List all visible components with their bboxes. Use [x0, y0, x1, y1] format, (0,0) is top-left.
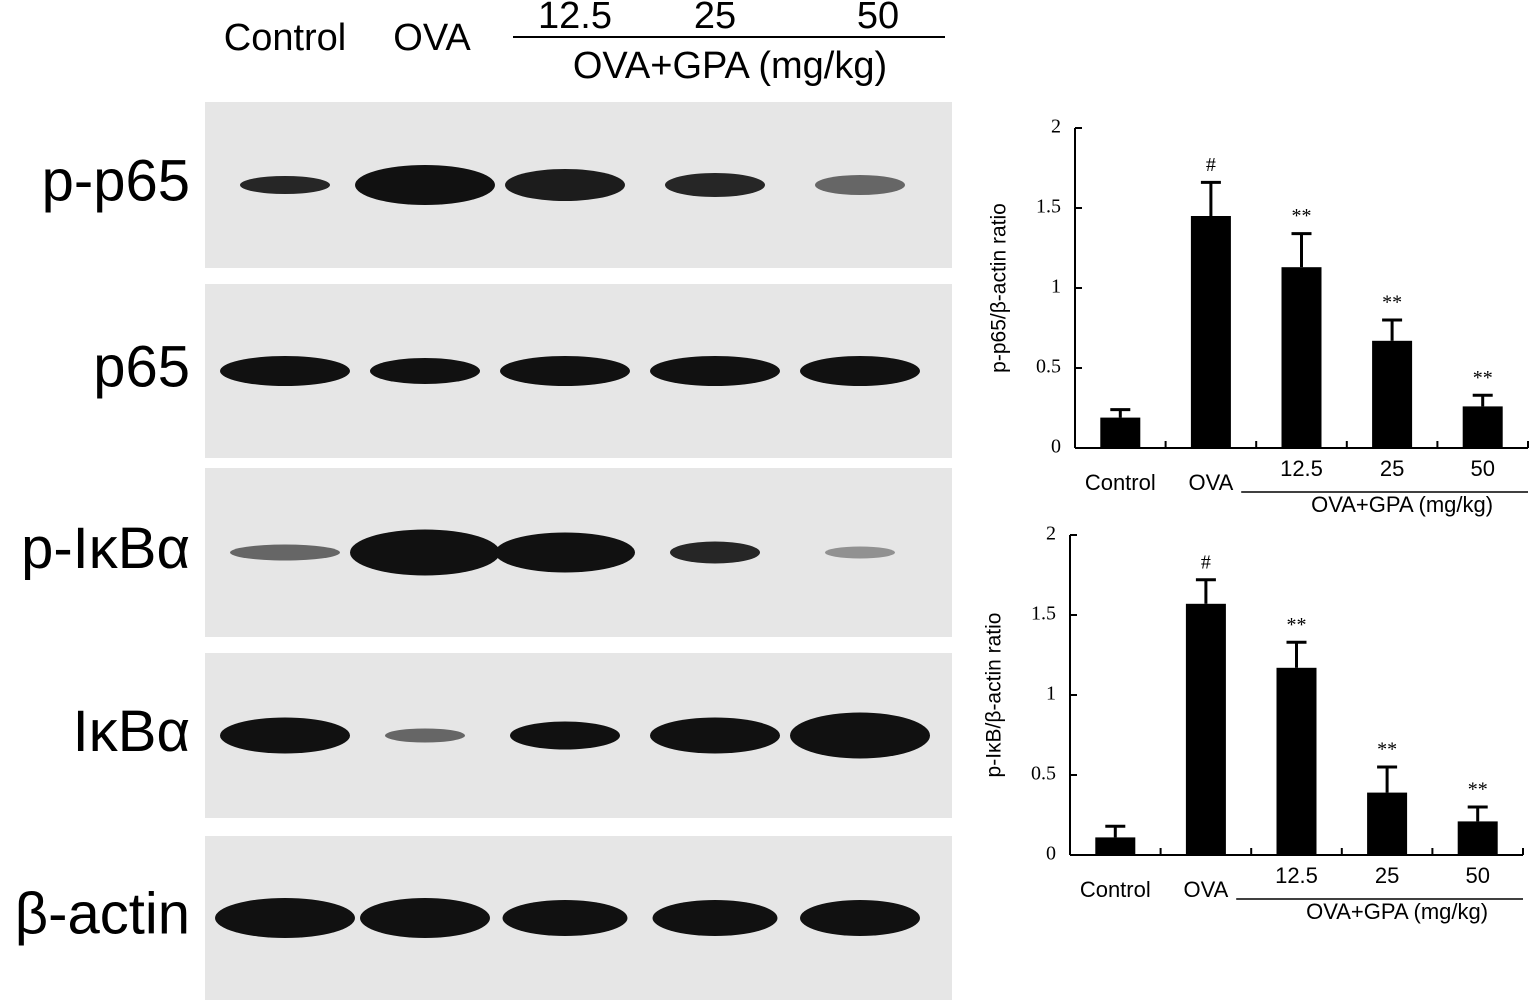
group-label: OVA+GPA (mg/kg): [573, 45, 887, 87]
band: [665, 173, 765, 197]
band: [495, 532, 635, 573]
bar: [1281, 267, 1322, 448]
band: [220, 717, 350, 754]
x-tick-label: OVA: [1183, 877, 1228, 902]
y-tick-label: 0.5: [1031, 763, 1056, 785]
row-label: p-p65: [42, 148, 190, 213]
band: [670, 541, 760, 564]
bar: [1367, 792, 1408, 855]
band: [825, 546, 895, 559]
row-label: IκBα: [73, 699, 190, 764]
x-tick-label: 12.5: [1280, 456, 1323, 481]
lane-label: 12.5: [538, 0, 612, 37]
band: [500, 356, 630, 386]
annotation: #: [1206, 154, 1216, 176]
x-tick-label: Control: [1085, 470, 1156, 495]
group-label: OVA+GPA (mg/kg): [1311, 492, 1493, 517]
x-tick-label: Control: [1080, 877, 1151, 902]
y-tick-label: 0: [1046, 843, 1056, 865]
band: [230, 544, 340, 561]
band: [510, 721, 620, 750]
band: [360, 898, 490, 938]
x-tick-label: 50: [1470, 456, 1494, 481]
bar: [1190, 216, 1231, 448]
y-tick-label: 2: [1046, 523, 1056, 545]
annotation: **: [1468, 779, 1488, 801]
y-tick-label: 1.5: [1036, 196, 1061, 218]
bar: [1457, 821, 1498, 855]
x-tick-label: OVA: [1188, 470, 1233, 495]
annotation: **: [1382, 292, 1402, 314]
band: [215, 898, 355, 938]
annotation: **: [1287, 614, 1307, 636]
y-tick-label: 1: [1051, 276, 1061, 298]
y-axis-label: p-p65/β-actin ratio: [988, 203, 1011, 373]
bar: [1095, 837, 1136, 855]
x-tick-label: 25: [1375, 863, 1399, 888]
y-tick-label: 0: [1051, 436, 1061, 458]
band: [790, 712, 930, 759]
band: [800, 356, 920, 386]
lane-label: 25: [694, 0, 736, 37]
annotation: **: [1473, 367, 1493, 389]
bar: [1100, 417, 1141, 448]
band: [220, 356, 350, 386]
band: [370, 358, 480, 384]
band: [355, 165, 495, 205]
band: [800, 900, 920, 936]
band: [240, 176, 330, 194]
band: [502, 900, 628, 936]
annotation: #: [1201, 551, 1211, 573]
y-tick-label: 0.5: [1036, 356, 1061, 378]
band: [385, 728, 465, 743]
lane-label: OVA: [393, 17, 471, 59]
annotation: **: [1292, 205, 1312, 227]
annotation: **: [1377, 739, 1397, 761]
row-label: β-actin: [15, 881, 190, 946]
y-tick-label: 2: [1051, 116, 1061, 138]
x-tick-label: 12.5: [1275, 863, 1318, 888]
band: [350, 529, 500, 576]
band: [650, 717, 780, 754]
band: [505, 169, 625, 201]
group-label: OVA+GPA (mg/kg): [1306, 899, 1488, 924]
bar: [1185, 603, 1226, 855]
x-tick-label: 25: [1380, 456, 1404, 481]
y-tick-label: 1.5: [1031, 603, 1056, 625]
row-label: p65: [93, 334, 190, 399]
band: [650, 356, 780, 386]
lane-label: 50: [857, 0, 899, 37]
bar: [1372, 340, 1413, 448]
x-tick-label: 50: [1465, 863, 1489, 888]
bar: [1462, 406, 1503, 448]
bar: [1276, 667, 1317, 855]
row-label: p-IκBα: [21, 516, 190, 581]
y-axis-label: p-IκB/β-actin ratio: [983, 613, 1006, 778]
band: [652, 900, 778, 936]
band: [815, 175, 905, 195]
lane-label: Control: [224, 17, 347, 59]
y-tick-label: 1: [1046, 683, 1056, 705]
